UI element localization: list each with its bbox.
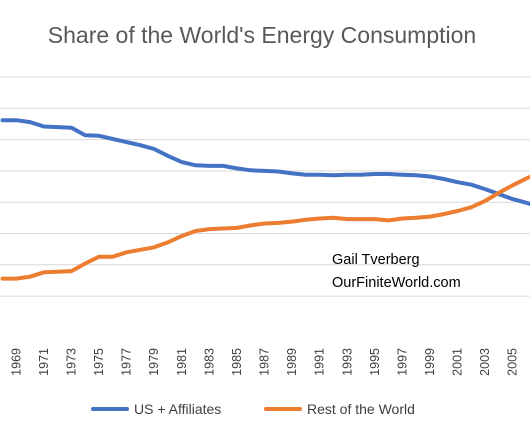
x-tick-label: 1969 [9,348,23,376]
legend: US + Affiliates Rest of the World [91,401,415,417]
x-tick-label: 1981 [175,348,189,376]
x-tick-label: 1977 [120,348,134,376]
legend-label: US + Affiliates [134,401,221,417]
x-tick-label: 1985 [230,348,244,376]
annotation-website: OurFiniteWorld.com [332,275,461,291]
legend-item-us-affiliates: US + Affiliates [91,401,221,417]
x-axis-tick-labels: 1969 1971 1973 1975 1977 1979 1981 1983 1985 1987… [9,348,520,376]
annotation-author: Gail Tverberg [332,252,420,268]
x-tick-label: 2003 [478,348,492,376]
x-tick-label: 1987 [258,348,272,376]
series-line-rest-of-world [0,174,530,281]
series-layer [0,118,530,281]
legend-item-rest-of-world: Rest of the World [264,401,415,417]
x-tick-label: 1971 [37,348,51,376]
legend-label: Rest of the World [307,401,415,417]
x-tick-label: 1979 [147,348,161,376]
x-tick-label: 1993 [340,348,354,376]
chart-title: Share of the World's Energy Consumption [48,22,476,48]
x-tick-label: 1973 [64,348,78,376]
x-tick-label: 1983 [202,348,216,376]
series-line-us-affiliates [0,118,530,207]
x-tick-label: 2005 [506,348,520,376]
x-tick-label: 1997 [395,348,409,376]
x-tick-label: 1995 [368,348,382,376]
x-tick-label: 2001 [451,348,465,376]
x-tick-label: 1989 [285,348,299,376]
gridlines [0,76,530,297]
x-tick-label: 1999 [423,348,437,376]
x-tick-label: 1991 [313,348,327,376]
x-tick-label: 1975 [92,348,106,376]
